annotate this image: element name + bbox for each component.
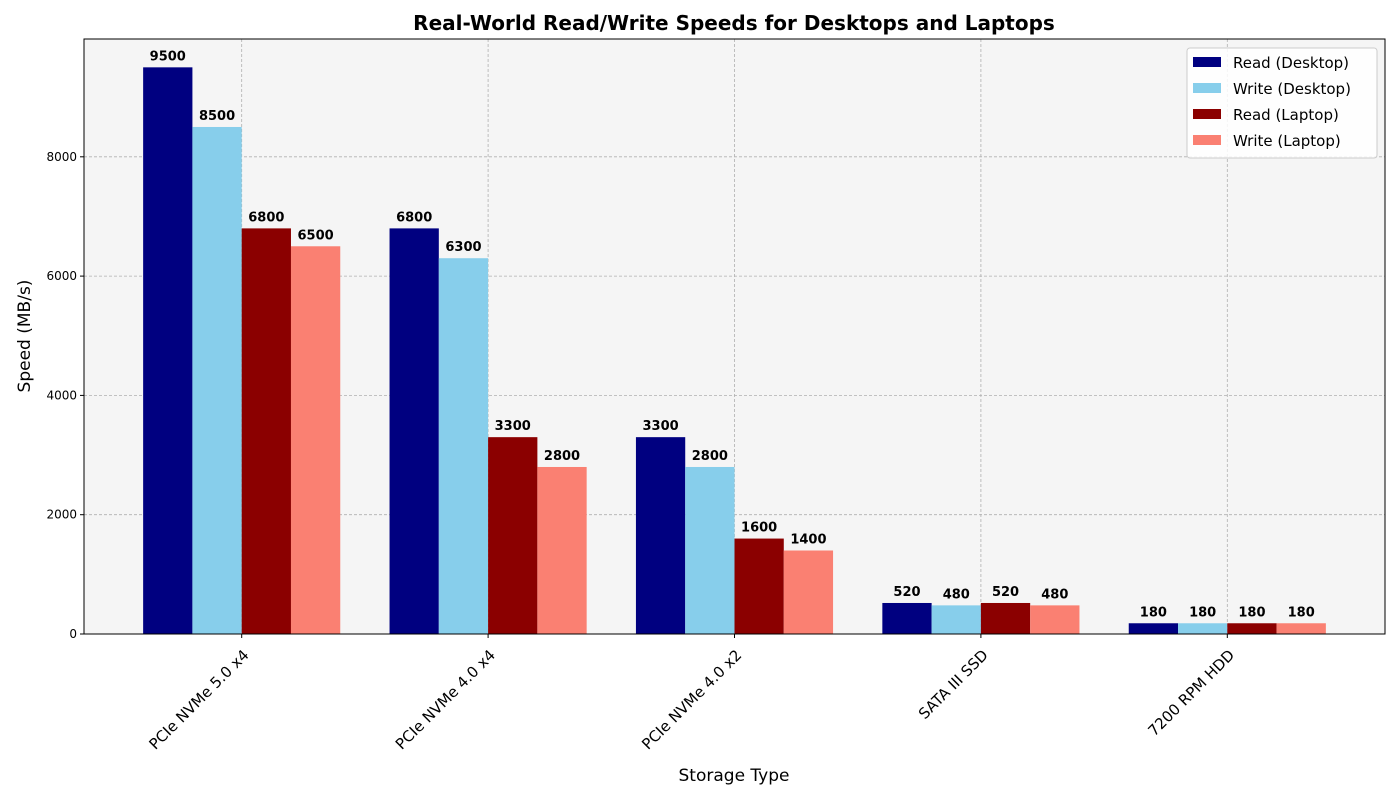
bar <box>931 605 981 634</box>
data-label: 8500 <box>199 109 235 124</box>
bar <box>537 466 587 634</box>
bar <box>882 602 932 634</box>
data-label: 3300 <box>495 419 531 434</box>
data-labels: 9500 6800 3300 520 180 8500 6300 2800 480 180 6800… <box>150 49 1315 620</box>
bar <box>192 126 242 634</box>
bar <box>980 602 1031 634</box>
bar <box>783 550 834 634</box>
legend-swatch <box>1193 135 1221 145</box>
legend-label: Read (Desktop) <box>1233 54 1349 72</box>
x-tick-label: SATA III SSD <box>915 646 992 723</box>
y-axis-label: Speed (MB/s) <box>15 280 35 393</box>
bar <box>734 538 784 634</box>
y-axis: 0 2000 4000 6000 8000 <box>46 150 84 641</box>
data-label: 180 <box>1140 605 1167 620</box>
legend-swatch <box>1193 83 1221 93</box>
data-label: 6500 <box>298 228 334 243</box>
data-label: 6800 <box>248 210 284 225</box>
x-tick-label: PCIe NVMe 4.0 x4 <box>392 646 499 753</box>
x-tick-label: 7200 RPM HDD <box>1144 646 1238 740</box>
bar <box>241 228 291 634</box>
legend: Read (Desktop) Write (Desktop) Read (Lapto… <box>1186 47 1378 159</box>
data-label: 180 <box>1288 605 1315 620</box>
legend-label: Read (Laptop) <box>1233 106 1339 124</box>
legend-label: Write (Desktop) <box>1233 80 1351 98</box>
data-label: 6300 <box>445 240 481 255</box>
x-tick-label: PCIe NVMe 4.0 x2 <box>638 646 745 753</box>
x-tick-label: PCIe NVMe 5.0 x4 <box>145 646 252 753</box>
bar <box>1030 605 1080 634</box>
bar <box>1276 623 1326 634</box>
y-tick-label: 4000 <box>46 388 77 402</box>
data-label: 2800 <box>692 449 728 464</box>
data-label: 3300 <box>642 419 678 434</box>
bar <box>1227 623 1277 634</box>
y-tick-label: 2000 <box>46 508 77 522</box>
data-label: 480 <box>943 587 970 602</box>
y-tick-label: 0 <box>69 627 77 641</box>
x-axis-label: Storage Type <box>679 766 790 786</box>
data-label: 9500 <box>150 49 186 64</box>
bar <box>635 437 686 634</box>
data-label: 1400 <box>790 532 826 547</box>
bar <box>488 437 538 634</box>
data-label: 2800 <box>544 449 580 464</box>
chart-title: Real-World Read/Write Speeds for Desktop… <box>413 11 1055 35</box>
data-label: 520 <box>893 585 920 600</box>
bar <box>143 67 193 635</box>
bar <box>438 258 489 634</box>
y-tick-label: 6000 <box>46 269 77 283</box>
bars <box>143 67 1326 635</box>
bar <box>290 246 341 634</box>
bar <box>1178 623 1228 634</box>
legend-swatch <box>1193 57 1221 67</box>
legend-box <box>1186 47 1378 159</box>
legend-swatch <box>1193 109 1221 119</box>
data-label: 1600 <box>741 521 777 536</box>
data-label: 520 <box>992 585 1019 600</box>
data-label: 480 <box>1041 587 1068 602</box>
x-axis: PCIe NVMe 5.0 x4 PCIe NVMe 4.0 x4 PCIe NVM… <box>145 634 1238 753</box>
bar <box>1128 623 1179 634</box>
data-label: 6800 <box>396 210 432 225</box>
bar <box>389 228 439 634</box>
y-tick-label: 8000 <box>46 150 77 164</box>
data-label: 180 <box>1238 605 1265 620</box>
bar <box>685 466 735 634</box>
data-label: 180 <box>1189 605 1216 620</box>
legend-label: Write (Laptop) <box>1233 132 1341 150</box>
